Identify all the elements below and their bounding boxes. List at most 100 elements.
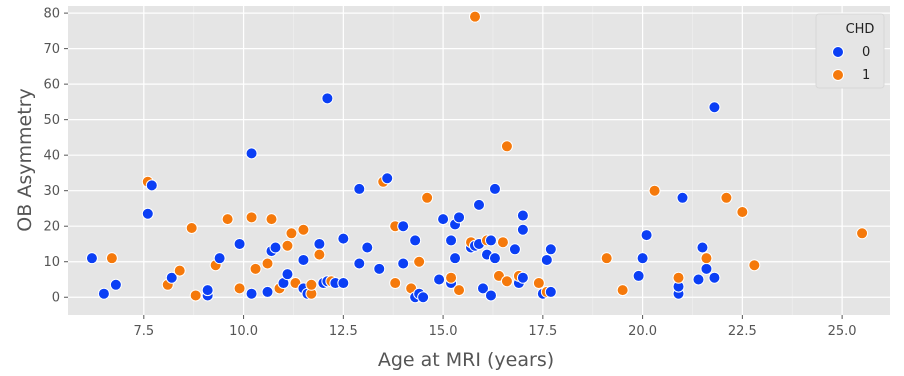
data-point-chd-0 [373, 262, 386, 275]
data-point-chd-0 [145, 179, 158, 192]
data-point-chd-1 [297, 223, 310, 236]
data-point-chd-1 [736, 206, 749, 218]
data-point-chd-1 [265, 213, 278, 226]
data-point-chd-1 [616, 284, 629, 297]
data-point-chd-1 [421, 191, 434, 204]
data-point-chd-0 [97, 287, 110, 300]
data-point-chd-0 [261, 285, 274, 298]
legend-marker-0 [832, 46, 844, 58]
data-point-chd-0 [269, 241, 282, 254]
data-point-chd-0 [636, 252, 649, 265]
data-point-chd-0 [201, 284, 214, 297]
data-point-chd-1 [856, 227, 869, 240]
data-point-chd-0 [484, 289, 497, 302]
data-point-chd-1 [185, 221, 198, 234]
data-point-chd-0 [476, 282, 489, 295]
data-point-chd-0 [361, 241, 374, 254]
x-tick-label: 15.0 [429, 324, 458, 339]
data-point-chd-1 [700, 252, 713, 265]
data-point-chd-1 [189, 289, 202, 302]
data-point-chd-0 [281, 268, 294, 281]
data-point-chd-0 [453, 211, 466, 224]
data-point-chd-1 [453, 284, 466, 297]
data-point-chd-0 [632, 269, 645, 282]
data-point-chd-0 [516, 209, 529, 222]
data-point-chd-1 [648, 184, 661, 197]
data-point-chd-0 [397, 220, 410, 233]
y-tick-label: 20 [43, 220, 60, 235]
y-tick-label: 60 [43, 78, 60, 93]
data-point-chd-1 [500, 275, 513, 288]
x-axis-ticks: 7.5 10.0 12.5 15.0 17.5 20.0 22.5 25.0 [133, 315, 857, 339]
data-point-chd-0 [445, 234, 458, 247]
legend-label-1: 1 [862, 68, 870, 83]
data-points [85, 10, 869, 304]
x-tick-label: 17.5 [528, 324, 557, 339]
data-point-chd-1 [600, 252, 613, 265]
data-point-chd-1 [249, 262, 262, 275]
x-tick-label: 12.5 [329, 324, 358, 339]
data-point-chd-1 [105, 252, 118, 265]
data-point-chd-0 [488, 182, 501, 195]
y-tick-label: 80 [43, 7, 60, 22]
legend-box [815, 13, 885, 89]
data-point-chd-0 [245, 147, 258, 160]
data-point-chd-1 [389, 277, 402, 290]
y-tick-label: 40 [43, 149, 60, 164]
data-point-chd-1 [496, 236, 509, 249]
data-point-chd-1 [245, 211, 258, 224]
data-point-chd-1 [720, 191, 733, 204]
y-axis-label: OB Asymmetry [14, 88, 36, 231]
data-point-chd-0 [640, 229, 653, 242]
data-point-chd-0 [233, 237, 246, 250]
data-point-chd-1 [281, 239, 294, 252]
data-point-chd-0 [85, 252, 98, 265]
data-point-chd-0 [508, 243, 521, 256]
data-point-chd-1 [285, 227, 298, 240]
legend: CHD 0 1 [815, 13, 885, 89]
x-tick-label: 22.5 [728, 324, 757, 339]
data-point-chd-0 [245, 287, 258, 300]
data-point-chd-0 [449, 252, 462, 265]
data-point-chd-1 [233, 282, 246, 295]
y-axis-ticks: 0 10 20 30 40 50 60 70 80 [43, 7, 68, 306]
data-point-chd-0 [488, 252, 501, 265]
data-point-chd-0 [544, 285, 557, 298]
data-point-chd-0 [516, 223, 529, 236]
data-point-chd-0 [696, 241, 709, 254]
data-point-chd-1 [469, 10, 482, 23]
data-point-chd-0 [409, 234, 422, 247]
data-point-chd-0 [313, 237, 326, 250]
x-axis-label: Age at MRI (years) [378, 349, 554, 371]
data-point-chd-1 [500, 140, 513, 153]
data-point-chd-0 [700, 262, 713, 275]
plot-area [68, 6, 890, 315]
data-point-chd-0 [708, 101, 721, 114]
legend-title: CHD [846, 22, 875, 37]
y-tick-label: 30 [43, 184, 60, 199]
x-tick-label: 7.5 [133, 324, 154, 339]
data-point-chd-0 [417, 291, 430, 304]
data-point-chd-1 [532, 277, 545, 290]
data-point-chd-0 [321, 92, 334, 105]
data-point-chd-0 [544, 243, 557, 256]
x-tick-label: 10.0 [229, 324, 258, 339]
x-tick-label: 20.0 [628, 324, 657, 339]
data-point-chd-1 [748, 259, 761, 272]
data-point-chd-0 [353, 182, 366, 195]
data-point-chd-0 [708, 271, 721, 284]
data-point-chd-0 [337, 232, 350, 245]
data-point-chd-0 [381, 172, 394, 185]
data-point-chd-1 [672, 271, 685, 284]
data-point-chd-1 [173, 264, 186, 277]
y-tick-label: 0 [52, 291, 60, 306]
data-point-chd-0 [353, 257, 366, 270]
data-point-chd-0 [473, 198, 485, 211]
data-point-chd-1 [261, 257, 274, 270]
data-point-chd-0 [540, 253, 553, 266]
data-point-chd-0 [297, 253, 310, 266]
y-tick-label: 70 [43, 42, 60, 57]
data-point-chd-0 [109, 278, 122, 291]
data-point-chd-1 [413, 255, 426, 268]
